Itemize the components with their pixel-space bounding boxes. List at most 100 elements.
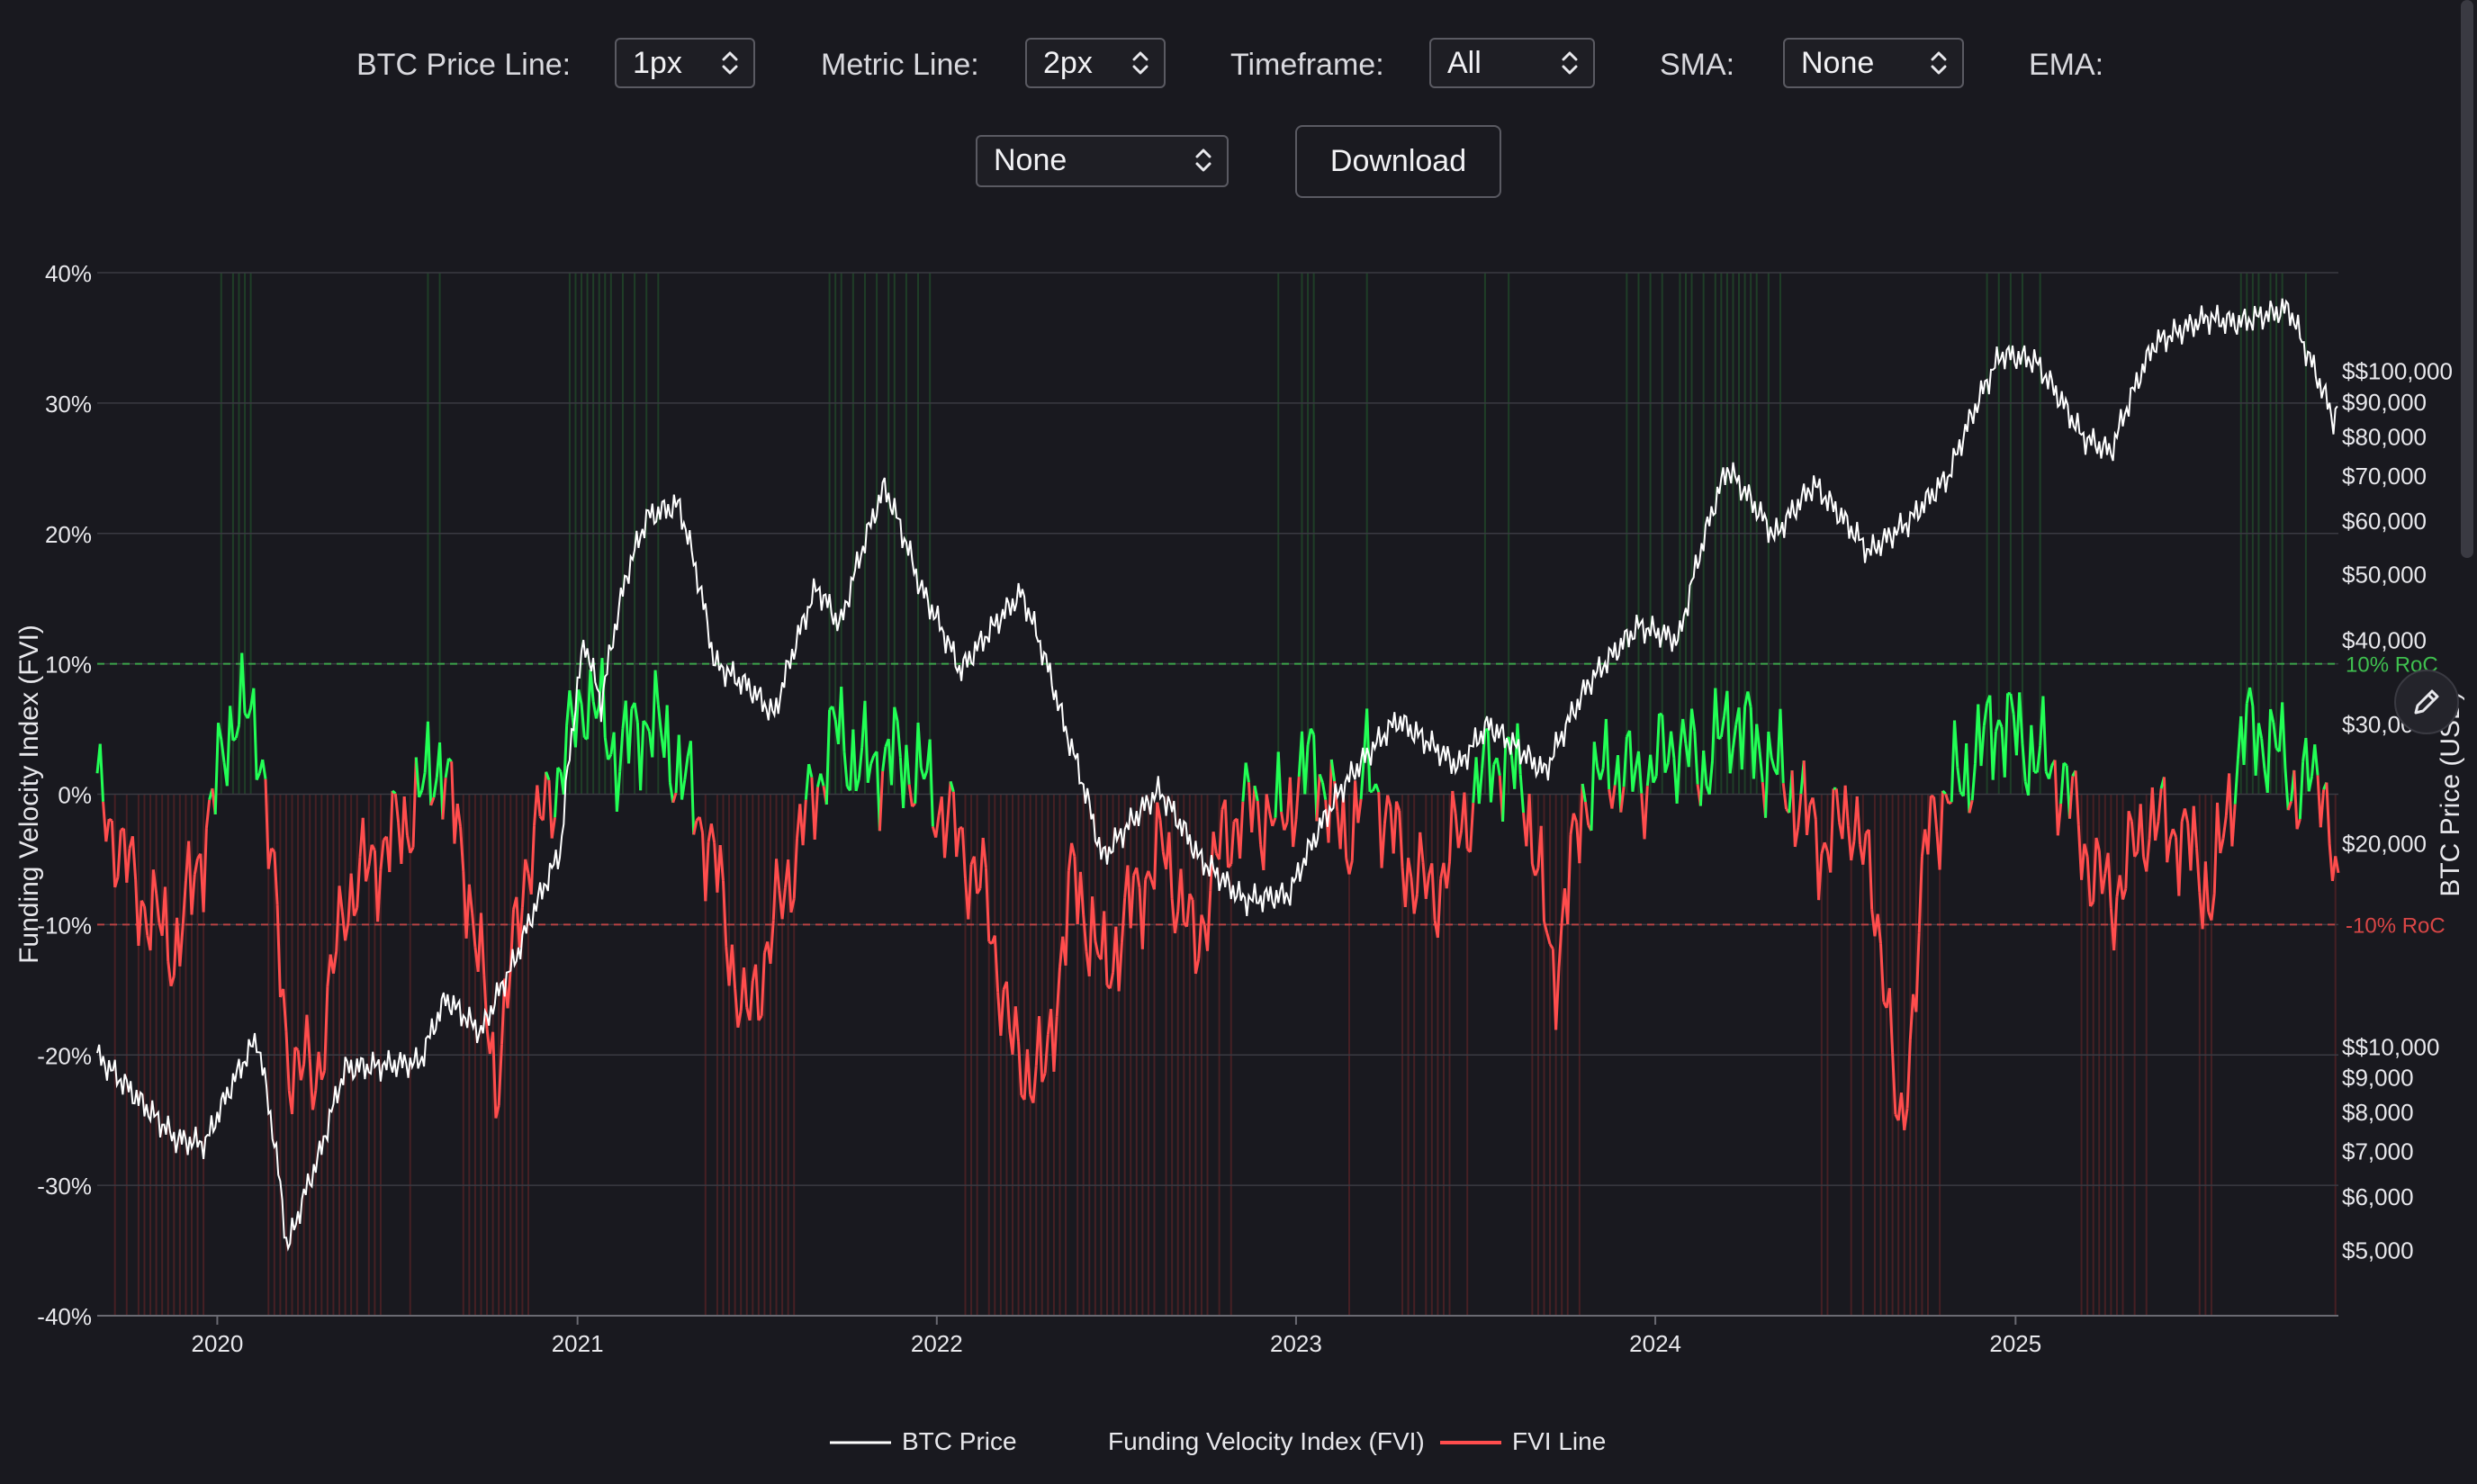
ema-select[interactable]: None (976, 135, 1229, 187)
fvi-line-segment (1573, 814, 1576, 823)
fvi-line-segment (457, 804, 460, 826)
fvi-line-segment (404, 796, 407, 835)
fvi-line-segment (2300, 761, 2302, 819)
right-axis-tick: $5,000 (2342, 1237, 2414, 1264)
fvi-line-segment (945, 820, 948, 858)
fvi-line-segment (543, 772, 545, 821)
fvi-line-segment (1630, 731, 1633, 792)
fvi-line-segment (2217, 803, 2220, 853)
fvi-line-segment (2140, 804, 2143, 857)
fvi-line-segment (2193, 806, 2196, 848)
x-axis-tick: 2022 (911, 1330, 963, 1357)
fvi-line-segment (1934, 796, 1937, 831)
fvi-line-segment (1160, 820, 1163, 852)
fvi-line-segment (1677, 750, 1680, 804)
left-axis-tick: -30% (37, 1173, 92, 1200)
fvi-line-segment (1417, 832, 1419, 895)
fvi-line-segment (1813, 797, 1815, 819)
fvi-line-segment (2164, 777, 2166, 862)
fvi-line-segment (1382, 823, 1384, 868)
fvi-line-segment (1869, 830, 1871, 909)
fvi-line-segment (1293, 820, 1296, 847)
ema-label: EMA: (2029, 47, 2103, 83)
fvi-line-segment (1946, 794, 1949, 804)
right-axis-tick: $70,000 (2342, 463, 2427, 490)
edit-button[interactable] (2394, 670, 2459, 734)
fvi-line-segment (1503, 742, 1506, 822)
metric-line-select[interactable]: 2px (1025, 38, 1166, 88)
fvi-line-segment (363, 818, 365, 882)
fvi-line-segment (2049, 765, 2051, 778)
fvi-line-segment (1273, 818, 1275, 826)
right-axis-tick: $60,000 (2342, 508, 2427, 535)
fvi-line-segment (1072, 843, 1075, 857)
x-axis-tick: 2023 (1270, 1330, 1322, 1357)
fvi-line-segment (1384, 796, 1387, 824)
fvi-line-segment (1958, 767, 1960, 792)
legend-fvi: Funding Velocity Index (FVI) (1108, 1427, 1425, 1455)
fvi-line-segment (1955, 721, 1958, 768)
fvi-line-segment (1520, 775, 1523, 813)
fvi-line-segment (554, 768, 557, 817)
fvi-line-segment (1798, 794, 1801, 827)
fvi-line-segment (2235, 759, 2238, 804)
fvi-chart: 40%30%20%10%0%-10%-20%-30%-40%10% RoC-10… (0, 243, 2477, 1480)
fvi-line-segment (1606, 719, 1608, 789)
left-axis-tick: -20% (37, 1042, 92, 1069)
fvi-line-segment (1497, 758, 1500, 776)
fvi-line-segment (1225, 800, 1228, 868)
fvi-line-segment (1949, 802, 1951, 804)
fvi-line-segment (2004, 693, 2007, 777)
left-axis-tick: 40% (45, 260, 92, 287)
fvi-line-segment (254, 688, 257, 780)
fvi-line-segment (2064, 763, 2067, 766)
threshold-label: -10% RoC (2346, 913, 2445, 938)
btc-price-line (97, 299, 2337, 1248)
btc-price-line-label: BTC Price Line: (356, 47, 571, 83)
fvi-line-segment (821, 774, 824, 787)
fvi-line-segment (227, 706, 230, 786)
fvi-line-segment (1252, 786, 1255, 832)
fvi-line-segment (685, 757, 688, 780)
timeframe-label: Timeframe: (1230, 47, 1384, 83)
fvi-line-segment (711, 823, 714, 842)
fvi-line-segment (215, 723, 218, 814)
left-axis-tick: 0% (58, 782, 92, 809)
x-axis-tick: 2021 (552, 1330, 604, 1357)
fvi-line-segment (1618, 755, 1621, 812)
fvi-line-segment (2055, 760, 2058, 836)
scrollbar[interactable] (2461, 0, 2473, 558)
fvi-line-segment (2008, 693, 2011, 694)
fvi-line-segment (1458, 831, 1461, 849)
download-button[interactable]: Download (1295, 125, 1501, 198)
fvi-line-segment (1388, 796, 1391, 807)
fvi-line-segment (699, 817, 702, 833)
fvi-line-segment (1376, 784, 1379, 792)
left-axis-tick: -10% (37, 912, 92, 939)
fvi-line-segment (395, 794, 398, 823)
fvi-line-segment (909, 785, 912, 806)
fvi-line-segment (1806, 805, 1809, 835)
fvi-line-segment (1709, 760, 1712, 794)
fvi-line-segment (629, 708, 632, 763)
fvi-line-segment (206, 800, 209, 828)
fvi-line-segment (2158, 788, 2161, 822)
fvi-line-segment (266, 779, 268, 869)
fvi-line-segment (549, 780, 552, 839)
timeframe-select[interactable]: All (1429, 38, 1595, 88)
fvi-line-segment (1585, 802, 1588, 825)
btc-price-line-select[interactable]: 1px (615, 38, 755, 88)
sma-select[interactable]: None (1783, 38, 1964, 88)
fvi-line-segment (1358, 799, 1361, 823)
fvi-line-segment (1659, 714, 1662, 715)
fvi-line-segment (1633, 769, 1635, 791)
right-axis-tick: $40,000 (2342, 626, 2427, 653)
fvi-line-segment (679, 735, 681, 800)
fvi-line-segment (1766, 732, 1769, 818)
fvi-line-segment (1420, 832, 1423, 862)
fvi-line-segment (809, 764, 812, 778)
fvi-line-segment (2031, 725, 2034, 772)
fvi-line-segment (883, 747, 886, 771)
right-axis-tick: $80,000 (2342, 423, 2427, 450)
fvi-line-segment (100, 744, 103, 802)
